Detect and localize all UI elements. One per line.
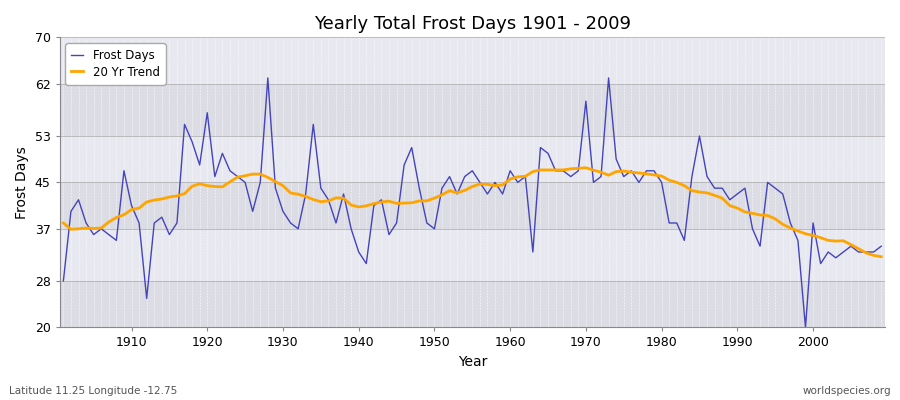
Text: Latitude 11.25 Longitude -12.75: Latitude 11.25 Longitude -12.75 [9, 386, 177, 396]
Frost Days [800, 325, 811, 330]
20 Yr Trend [285, 190, 296, 195]
Frost Days [58, 279, 68, 284]
Y-axis label: Frost Days: Frost Days [15, 146, 29, 219]
20 Yr Trend [580, 165, 591, 170]
X-axis label: Year: Year [457, 355, 487, 369]
Frost Days [119, 168, 130, 173]
20 Yr Trend [119, 212, 130, 217]
20 Yr Trend [497, 182, 508, 187]
Frost Days [505, 168, 516, 173]
Bar [59, 182, 885, 229]
Bar [59, 281, 885, 328]
Legend: Frost Days, 20 Yr Trend: Frost Days, 20 Yr Trend [66, 43, 166, 84]
Text: worldspecies.org: worldspecies.org [803, 386, 891, 396]
20 Yr Trend [330, 196, 341, 200]
Frost Days [263, 76, 274, 80]
Frost Days [338, 192, 349, 196]
20 Yr Trend [876, 254, 886, 259]
Line: 20 Yr Trend: 20 Yr Trend [63, 168, 881, 257]
Title: Yearly Total Frost Days 1901 - 2009: Yearly Total Frost Days 1901 - 2009 [314, 15, 631, 33]
20 Yr Trend [505, 177, 516, 182]
Line: Frost Days: Frost Days [63, 78, 881, 328]
20 Yr Trend [603, 173, 614, 178]
Bar [59, 37, 885, 84]
Frost Days [292, 226, 303, 231]
Bar [59, 136, 885, 182]
Frost Days [876, 244, 886, 248]
Bar [59, 84, 885, 136]
20 Yr Trend [58, 220, 68, 225]
Bar [59, 229, 885, 281]
Frost Days [512, 180, 523, 185]
Frost Days [603, 76, 614, 80]
